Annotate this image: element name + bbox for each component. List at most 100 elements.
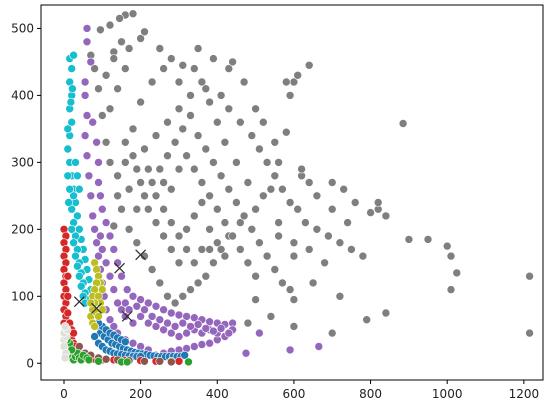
data-point	[216, 324, 226, 333]
x-tick-label: 0	[60, 387, 68, 401]
data-point	[213, 204, 222, 214]
data-point	[147, 178, 157, 187]
data-point	[75, 271, 84, 281]
data-point	[285, 345, 295, 355]
y-tick-label: 300	[11, 155, 34, 169]
x-tick-label: 1200	[509, 387, 540, 401]
data-point	[65, 184, 74, 194]
data-point	[163, 151, 172, 160]
data-point	[193, 320, 203, 329]
data-point	[182, 151, 191, 160]
data-point	[312, 225, 322, 234]
data-point	[63, 171, 73, 181]
data-point	[90, 332, 99, 341]
data-point	[121, 337, 130, 347]
data-point	[63, 308, 73, 318]
data-point	[350, 198, 360, 207]
data-point	[94, 251, 103, 261]
data-point	[67, 64, 76, 73]
centroid-marker	[121, 310, 133, 322]
data-point	[442, 241, 452, 251]
data-point	[140, 144, 149, 154]
data-point	[101, 258, 111, 268]
data-point	[347, 245, 356, 254]
data-point	[132, 164, 142, 174]
data-point	[224, 184, 234, 194]
data-point	[213, 238, 222, 247]
data-point	[82, 24, 92, 33]
data-point	[262, 158, 272, 167]
data-point	[251, 295, 260, 304]
y-tick-label: 0	[26, 356, 34, 370]
data-point	[174, 231, 184, 241]
data-point	[193, 131, 203, 140]
data-point	[239, 211, 249, 221]
data-point	[274, 158, 283, 167]
x-tick-label: 800	[359, 387, 382, 401]
data-point	[63, 144, 73, 154]
data-point	[285, 198, 295, 207]
data-point	[105, 231, 115, 241]
data-point	[121, 312, 130, 321]
data-point	[155, 356, 165, 366]
data-point	[113, 84, 122, 93]
data-point	[381, 308, 391, 318]
data-point	[335, 291, 345, 301]
data-point	[90, 64, 99, 73]
data-point	[184, 357, 193, 367]
data-point	[63, 291, 73, 301]
data-point	[113, 298, 122, 308]
data-point	[228, 231, 237, 241]
data-point	[60, 353, 70, 363]
data-point	[180, 350, 189, 360]
data-point	[289, 322, 299, 331]
data-point	[190, 258, 199, 268]
data-point	[193, 278, 203, 288]
data-point	[71, 251, 80, 261]
data-point	[101, 218, 111, 227]
data-point	[151, 191, 161, 201]
data-point	[182, 225, 191, 234]
data-point	[281, 127, 291, 137]
data-point	[140, 251, 149, 261]
data-point	[220, 138, 230, 147]
data-point	[109, 285, 119, 294]
series-2	[63, 50, 97, 308]
data-point	[186, 111, 195, 120]
x-tick-label: 400	[206, 387, 229, 401]
data-point	[155, 164, 165, 174]
data-point	[201, 84, 211, 93]
data-point	[228, 57, 237, 67]
data-point	[69, 191, 78, 201]
data-point	[224, 104, 234, 114]
data-point	[128, 338, 138, 348]
data-point	[170, 138, 180, 147]
data-point	[92, 238, 101, 247]
data-point	[80, 77, 90, 87]
data-point	[144, 204, 153, 214]
data-point	[109, 54, 119, 63]
data-point	[241, 348, 251, 358]
data-point	[82, 111, 92, 120]
data-point	[144, 164, 153, 174]
data-point	[76, 281, 86, 291]
data-point	[174, 77, 184, 87]
data-point	[327, 328, 337, 338]
x-axis: 0 200 400 600 800 1000 1200	[60, 380, 539, 401]
data-point	[122, 357, 132, 367]
data-point	[278, 278, 287, 288]
data-point	[80, 91, 90, 100]
data-point	[167, 218, 176, 227]
data-point	[98, 204, 107, 214]
data-point	[358, 251, 368, 261]
data-point	[320, 258, 329, 268]
data-point	[197, 77, 207, 87]
data-point	[205, 338, 214, 348]
y-tick-label: 100	[11, 289, 34, 303]
data-point	[67, 117, 76, 127]
data-point	[205, 191, 214, 201]
data-point	[101, 354, 111, 364]
data-point	[109, 221, 119, 231]
series-8	[59, 322, 72, 363]
